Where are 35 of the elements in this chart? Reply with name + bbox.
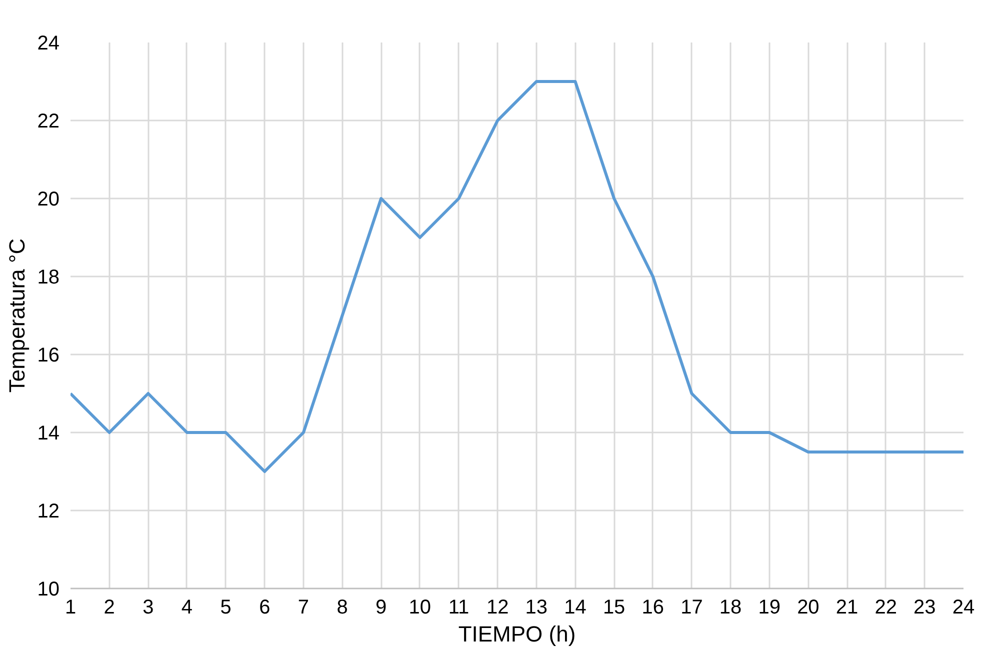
x-tick-label: 2: [104, 596, 115, 618]
y-tick-label: 10: [37, 578, 60, 600]
x-tick-label: 14: [564, 596, 586, 618]
y-axis-title: Temperatura °C: [4, 238, 30, 393]
x-tick-label: 8: [336, 596, 348, 618]
x-tick-label: 17: [680, 596, 703, 618]
x-tick-label: 15: [602, 596, 626, 618]
y-tick-label: 14: [37, 422, 60, 444]
x-tick-label: 10: [408, 596, 432, 618]
x-tick-label: 18: [719, 596, 742, 618]
x-tick-label: 1: [64, 596, 76, 618]
x-tick-label: 21: [836, 596, 858, 618]
x-tick-label: 5: [220, 596, 232, 618]
x-tick-label: 6: [259, 596, 270, 618]
x-tick-label: 12: [486, 596, 509, 618]
x-tick-label: 24: [952, 596, 975, 618]
y-tick-label: 12: [37, 500, 60, 522]
x-tick-label: 13: [525, 596, 548, 618]
x-tick-label: 23: [914, 596, 936, 618]
x-tick-label: 9: [376, 596, 387, 618]
x-tick-label: 16: [642, 596, 664, 618]
x-tick-label: 19: [758, 596, 780, 618]
x-tick-label: 11: [448, 596, 470, 618]
x-tick-label: 4: [181, 596, 193, 618]
y-tick-label: 18: [37, 266, 60, 288]
y-tick-label: 20: [37, 188, 60, 210]
x-axis-title: TIEMPO (h): [458, 622, 576, 646]
line-series: [70, 80, 964, 473]
x-tick-label: 7: [298, 596, 310, 618]
y-tick-label: 16: [37, 344, 60, 366]
x-tick-label: 20: [797, 596, 820, 618]
y-tick-label: 24: [37, 32, 60, 54]
x-tick-label: 3: [142, 596, 154, 618]
y-tick-label: 22: [37, 110, 60, 132]
x-tick-label: 22: [874, 596, 897, 618]
